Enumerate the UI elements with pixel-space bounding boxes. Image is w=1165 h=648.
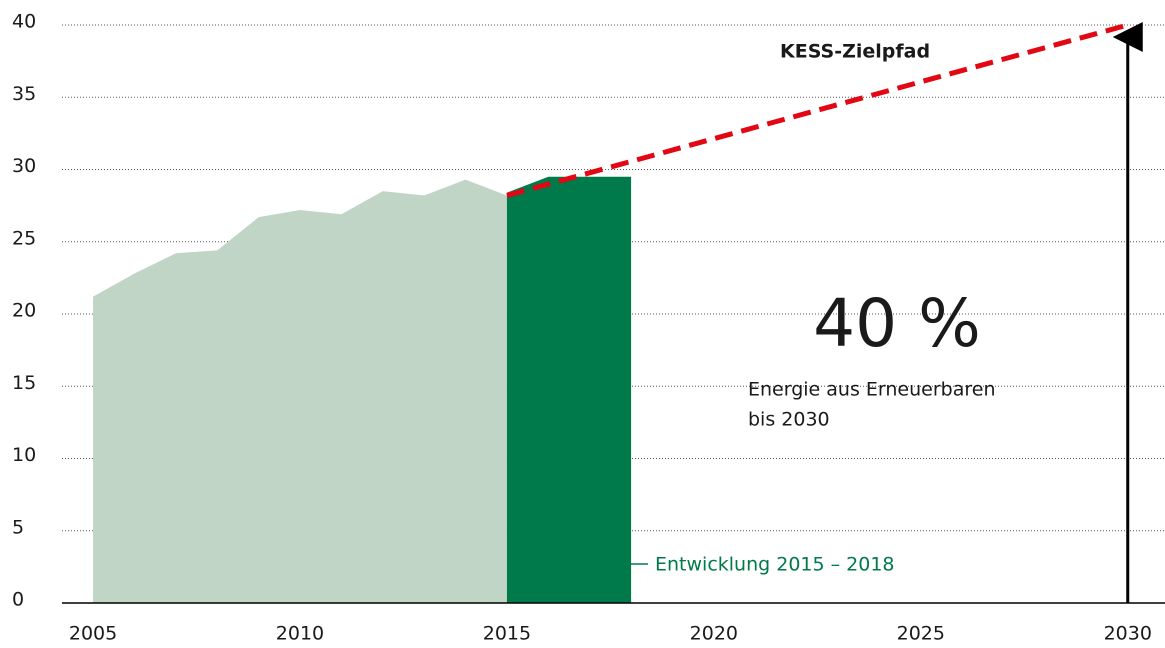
area [93, 179, 507, 604]
y-tick-label: 0 [12, 589, 24, 611]
y-tick-label: 20 [12, 300, 36, 322]
y-tick-label: 25 [12, 227, 36, 249]
y-tick-label: 5 [12, 516, 24, 538]
x-tick-label: 2020 [690, 623, 738, 645]
series-label: KESS-Zielpfad [780, 41, 930, 63]
x-tick-label: 2030 [1104, 623, 1152, 645]
y-tick-label: 30 [12, 155, 36, 177]
annotation: bis 2030 [748, 409, 830, 431]
y-tick-label: 35 [12, 83, 36, 105]
annotation: Energie aus Erneuerbaren [748, 379, 996, 401]
annotation: 40 % [813, 285, 981, 362]
y-tick-label: 15 [12, 372, 36, 394]
y-tick-label: 10 [12, 444, 36, 466]
series-label: Entwicklung 2015 – 2018 [655, 554, 895, 576]
x-tick-label: 2015 [483, 623, 531, 645]
area [506, 176, 632, 603]
x-tick-label: 2010 [276, 623, 324, 645]
y-tick-label: 40 [12, 11, 36, 33]
x-tick-label: 2025 [897, 623, 945, 645]
x-tick-label: 2005 [69, 623, 117, 645]
